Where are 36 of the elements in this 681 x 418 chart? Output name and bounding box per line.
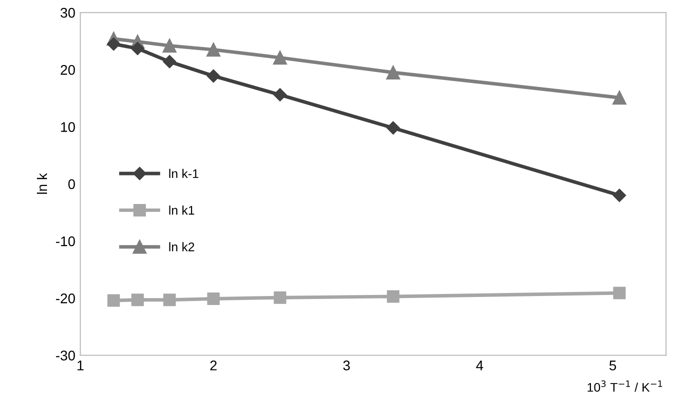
point bbox=[273, 50, 287, 65]
y-tick-label: 30 bbox=[60, 8, 75, 18]
y-tick-label: -30 bbox=[56, 350, 75, 360]
point bbox=[207, 292, 220, 305]
legend-label: ln k2 bbox=[169, 242, 194, 252]
point bbox=[107, 294, 120, 307]
point bbox=[131, 294, 144, 306]
y-tick-label: -10 bbox=[56, 236, 75, 246]
legend-label: ln k1 bbox=[169, 206, 194, 215]
point bbox=[612, 188, 626, 202]
point bbox=[613, 286, 626, 300]
point bbox=[163, 294, 176, 306]
x-tick-label: 5 bbox=[609, 360, 616, 370]
x-axis-title: 10$^{3}$ T$^{−1}$ / K$^{−1}$ bbox=[588, 380, 662, 392]
x-tick-label: 1 bbox=[78, 360, 84, 370]
x-tick-label: 4 bbox=[476, 360, 484, 370]
point bbox=[386, 121, 400, 135]
x-tick-label: 3 bbox=[343, 360, 350, 370]
point bbox=[206, 69, 220, 83]
point bbox=[273, 88, 287, 102]
point bbox=[162, 38, 176, 53]
y-tick-label: -20 bbox=[56, 294, 75, 304]
point bbox=[386, 290, 400, 303]
point bbox=[386, 66, 400, 80]
point bbox=[274, 291, 286, 304]
point bbox=[206, 42, 220, 57]
y-tick-label: 10 bbox=[61, 122, 75, 132]
y-tick-label: 0 bbox=[68, 179, 75, 190]
legend-label: ln k-1 bbox=[169, 168, 198, 178]
point bbox=[612, 90, 626, 105]
point bbox=[107, 37, 120, 51]
point bbox=[162, 55, 176, 68]
y-axis-title: ln k bbox=[36, 173, 47, 194]
x-tick-label: 2 bbox=[210, 360, 217, 370]
y-tick-label: 20 bbox=[60, 65, 75, 75]
point bbox=[131, 42, 144, 56]
